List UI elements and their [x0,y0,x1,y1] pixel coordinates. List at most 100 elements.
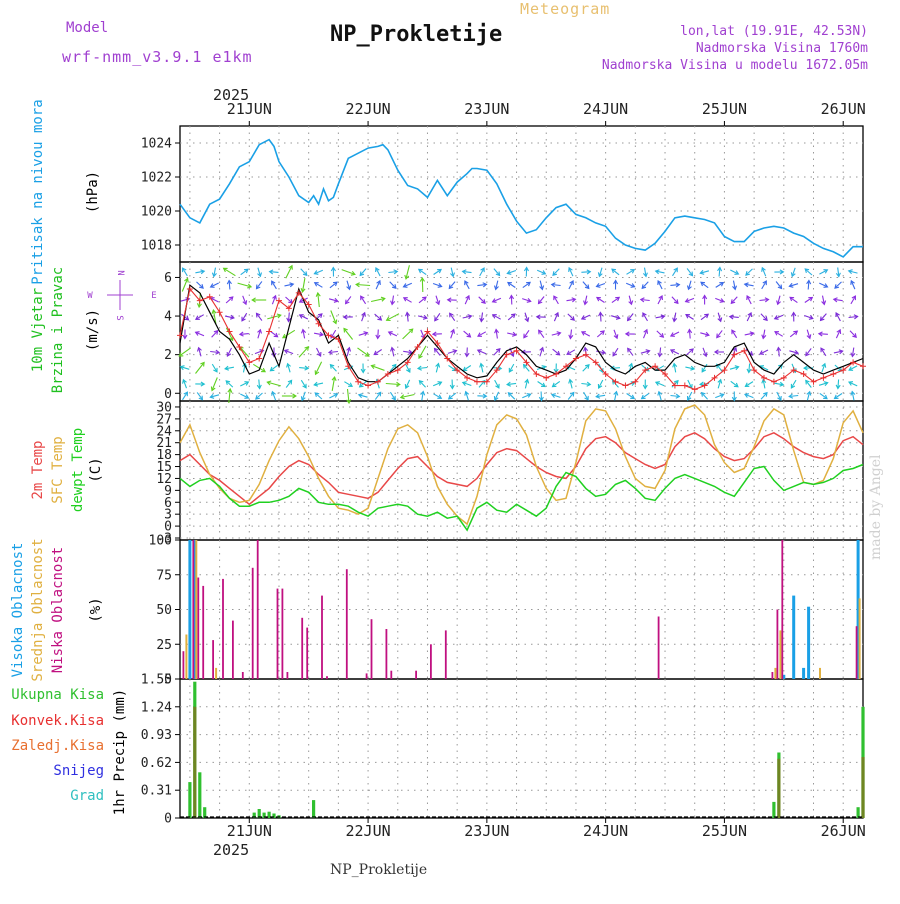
ylabel-temp-sfc: SFC Temp [50,436,66,503]
ytick-label-pressure: 1020 [141,205,172,220]
day-label-bottom: 22JUN [345,822,390,840]
wind-arrow [224,268,236,275]
model-name: wrf-nmm_v3.9.1 e1km [62,48,253,66]
legend-total-rain: Ukupna Kisa [11,687,104,703]
chart-subtitle: Meteogram [520,0,610,18]
panel-frame-pressure [180,126,863,262]
precip-conv-bar [861,757,864,818]
ylabel-cloud-mid: Srednja Oblacnost [30,538,46,681]
wind-gust-marker [543,375,549,381]
cloud-mid-bar [774,668,776,679]
panel-frame-precip [180,679,863,818]
precip-total-bar [312,800,315,818]
temp-2m-line [180,433,863,505]
ylabel-cloud-low: Niska Oblacnost [50,547,66,673]
ytick-label-precip: 0.93 [141,728,172,743]
cloud-low-bar [430,644,432,679]
cloud-low-bar [321,596,323,679]
ylabel-cloud-high: Visoka Oblacnost [10,543,26,678]
wind-arrow [299,347,308,357]
cloud-low-bar [366,673,368,679]
compass-s-label: S [114,315,124,320]
precip-total-bar [772,802,775,818]
cloud-low-bar [346,569,348,679]
ytick-label-precip: 1.24 [141,700,172,715]
day-label-bottom: 24JUN [583,822,628,840]
compass-n-label: N [115,270,125,275]
legend-freezing-rain: Zaledj.Kisa [11,738,104,754]
precip-conv-bar [193,707,196,818]
cloud-mid-bar [779,630,781,679]
ytick-label-precip: 0 [164,812,172,827]
wind-gust-marker [731,352,737,358]
ytick-label-cloud: 25 [156,638,172,653]
temp-sfc-line [180,405,863,524]
ytick-label-wind: 6 [164,271,172,286]
ytick-label-cloud: 50 [156,603,172,618]
precip-total-bar [198,772,201,818]
cloud-low-bar [212,640,214,679]
precip-conv-bar [777,759,780,818]
legend-snow: Snijeg [53,763,104,779]
cloud-low-bar [287,672,289,679]
wind-gust-marker [682,383,688,389]
day-label-bottom: 25JUN [702,822,747,840]
wind-gust-marker [860,363,866,369]
ylabel-temp-2m: 2m Temp [30,440,46,499]
wind-arrow [344,329,353,340]
cloud-mid-bar [819,668,821,679]
wind-gust-marker [692,386,698,392]
ytick-label-wind: 4 [164,310,172,325]
cloud-low-bar [222,579,224,679]
wind-arrow [196,363,205,374]
ytick-label-precip: 1.55 [141,673,172,688]
cloud-low-bar [252,568,254,679]
cloud-high-bar [802,668,805,679]
station-altitude: Nadmorska Visina 1760m [696,41,868,56]
legend-hail: Grad [70,788,104,804]
model-altitude: Nadmorska Visina u modelu 1672.05m [602,58,868,73]
chart-title: NP_Prokletije [330,22,502,47]
cloud-mid-bar [195,540,197,679]
wind-gust-marker [741,348,747,354]
cloud-low-bar [301,618,303,679]
day-label-top: 24JUN [583,100,628,118]
compass-w-label: W [87,291,93,301]
ytick-label-cloud: 75 [156,568,172,583]
cloud-high-bar [188,540,191,679]
cloud-low-bar [202,586,204,679]
location-coordinates: lon,lat (19.91E, 42.53N) [680,24,868,39]
day-label-top: 26JUN [821,100,866,118]
ylabel-temp-unit: (C) [88,457,104,482]
cloud-low-bar [386,629,388,679]
wind-gust-marker [256,356,262,362]
wind-arrow [403,329,413,339]
footer-station-name: NP_Prokletije [330,862,427,878]
ylabel-pressure: Pritisak na nivou mora [30,99,46,284]
ytick-label-cloud: 100 [149,534,172,549]
cloud-low-bar [371,619,373,679]
cloud-low-bar [183,651,185,679]
wind-gust-marker [622,383,628,389]
cloud-low-bar [326,676,328,679]
wind-arrow [179,348,190,356]
cloud-low-bar [781,540,783,679]
cloud-low-bar [390,671,392,679]
ylabel-wind: 10m Vjetar [30,288,46,372]
wind-arrows-group [179,265,857,403]
cloud-low-bar [242,672,244,679]
ylabel-wind-unit: (m/s) [85,309,101,351]
ytick-label-pressure: 1018 [141,239,172,254]
wind-gust-marker [474,379,480,385]
wind-gust-marker [820,375,826,381]
wind-gust-marker [830,371,836,377]
day-label-bottom: 26JUN [821,822,866,840]
cloud-low-bar [415,671,417,679]
ylabel-cloud-unit: (%) [88,597,104,622]
day-label-bottom: 23JUN [464,822,509,840]
compass-e-label: E [151,291,156,301]
cloud-low-bar [192,540,194,679]
cloud-low-bar [282,589,284,679]
